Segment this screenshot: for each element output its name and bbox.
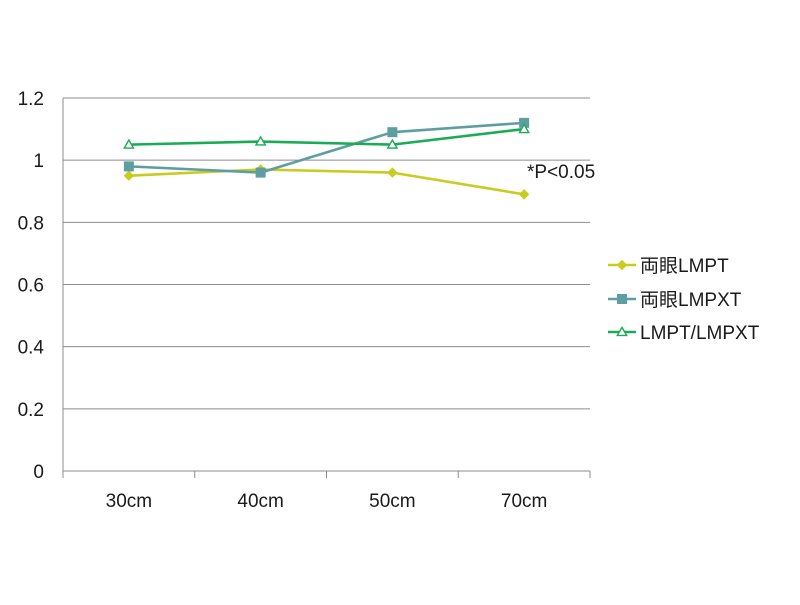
data-point xyxy=(254,135,267,146)
series-1 xyxy=(123,117,530,178)
data-point xyxy=(123,161,134,172)
x-tick-label: 30cm xyxy=(106,491,152,512)
legend-label: 両眼LMPXT xyxy=(640,290,742,311)
legend-label: 両眼LMPT xyxy=(640,256,729,277)
legend-item: LMPT/LMPXT xyxy=(608,323,760,344)
series-line xyxy=(128,121,525,174)
y-tick-label: 0 xyxy=(33,462,44,483)
series-lines xyxy=(123,117,530,200)
x-tick-label: 50cm xyxy=(369,491,415,512)
x-tick-label: 70cm xyxy=(501,491,547,512)
y-tick-label: 1 xyxy=(33,151,44,172)
data-point xyxy=(518,189,530,200)
gridlines xyxy=(63,97,590,410)
legend-label: LMPT/LMPXT xyxy=(640,323,760,344)
y-tick-label: 0.4 xyxy=(18,338,45,359)
data-point xyxy=(123,138,135,149)
x-tick-label: 40cm xyxy=(237,491,283,512)
data-point xyxy=(386,138,399,149)
x-tick-labels: 30cm 40cm 50cm 70cm xyxy=(106,491,548,512)
y-tick-label: 1.2 xyxy=(18,89,44,110)
y-tick-label: 0.2 xyxy=(18,400,44,421)
significance-annotation: *P<0.05 xyxy=(527,162,595,183)
data-point xyxy=(387,127,398,138)
data-point xyxy=(616,259,628,271)
legend-item: 両眼LMPT xyxy=(608,256,729,277)
data-point xyxy=(387,167,398,178)
y-tick-labels: 0 0.2 0.4 0.6 0.8 1 1.2 xyxy=(18,89,45,483)
series-line xyxy=(128,168,525,196)
legend: 両眼LMPT 両眼LMPXT LMPT/LMPXT xyxy=(608,256,760,344)
y-tick-label: 0.8 xyxy=(18,213,44,234)
y-tick-label: 0.6 xyxy=(18,276,44,297)
data-point xyxy=(518,123,530,134)
data-point xyxy=(617,294,627,304)
series-line xyxy=(128,127,525,146)
axes xyxy=(62,98,591,478)
legend-item: 両眼LMPXT xyxy=(608,290,742,311)
data-point xyxy=(123,170,135,181)
data-point xyxy=(255,167,266,178)
data-point xyxy=(616,325,628,337)
series-2 xyxy=(123,123,530,149)
